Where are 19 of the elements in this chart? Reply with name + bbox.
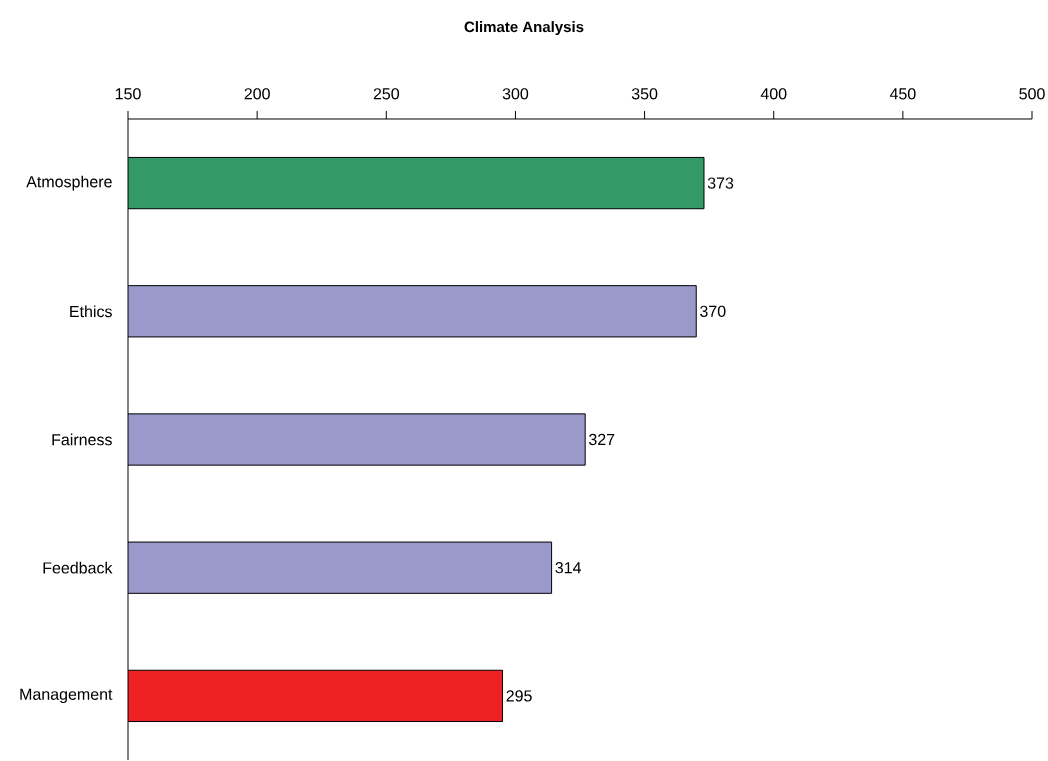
- data-label: 370: [700, 305, 726, 317]
- x-tick-label: 400: [760, 88, 787, 100]
- data-label: 295: [506, 690, 532, 702]
- data-label: 373: [707, 177, 734, 189]
- y-tick-label: Fairness: [52, 433, 112, 446]
- x-tick-label: 250: [373, 88, 400, 100]
- x-tick-label: 450: [889, 88, 916, 100]
- x-tick-label: 200: [244, 88, 270, 100]
- x-tick-label: 150: [115, 88, 141, 100]
- y-tick-label: Feedback: [43, 561, 113, 574]
- y-tick-label: Atmosphere: [26, 175, 112, 191]
- y-tick-label: Ethics: [70, 305, 112, 318]
- data-label: 327: [588, 433, 615, 446]
- data-label: 314: [555, 562, 582, 574]
- x-tick-label: 500: [1019, 88, 1045, 100]
- y-tick-label: Management: [20, 688, 113, 704]
- chart-title: Climate Analysis: [464, 21, 584, 36]
- x-tick-label: 300: [502, 88, 529, 100]
- x-tick-label: 350: [631, 88, 658, 100]
